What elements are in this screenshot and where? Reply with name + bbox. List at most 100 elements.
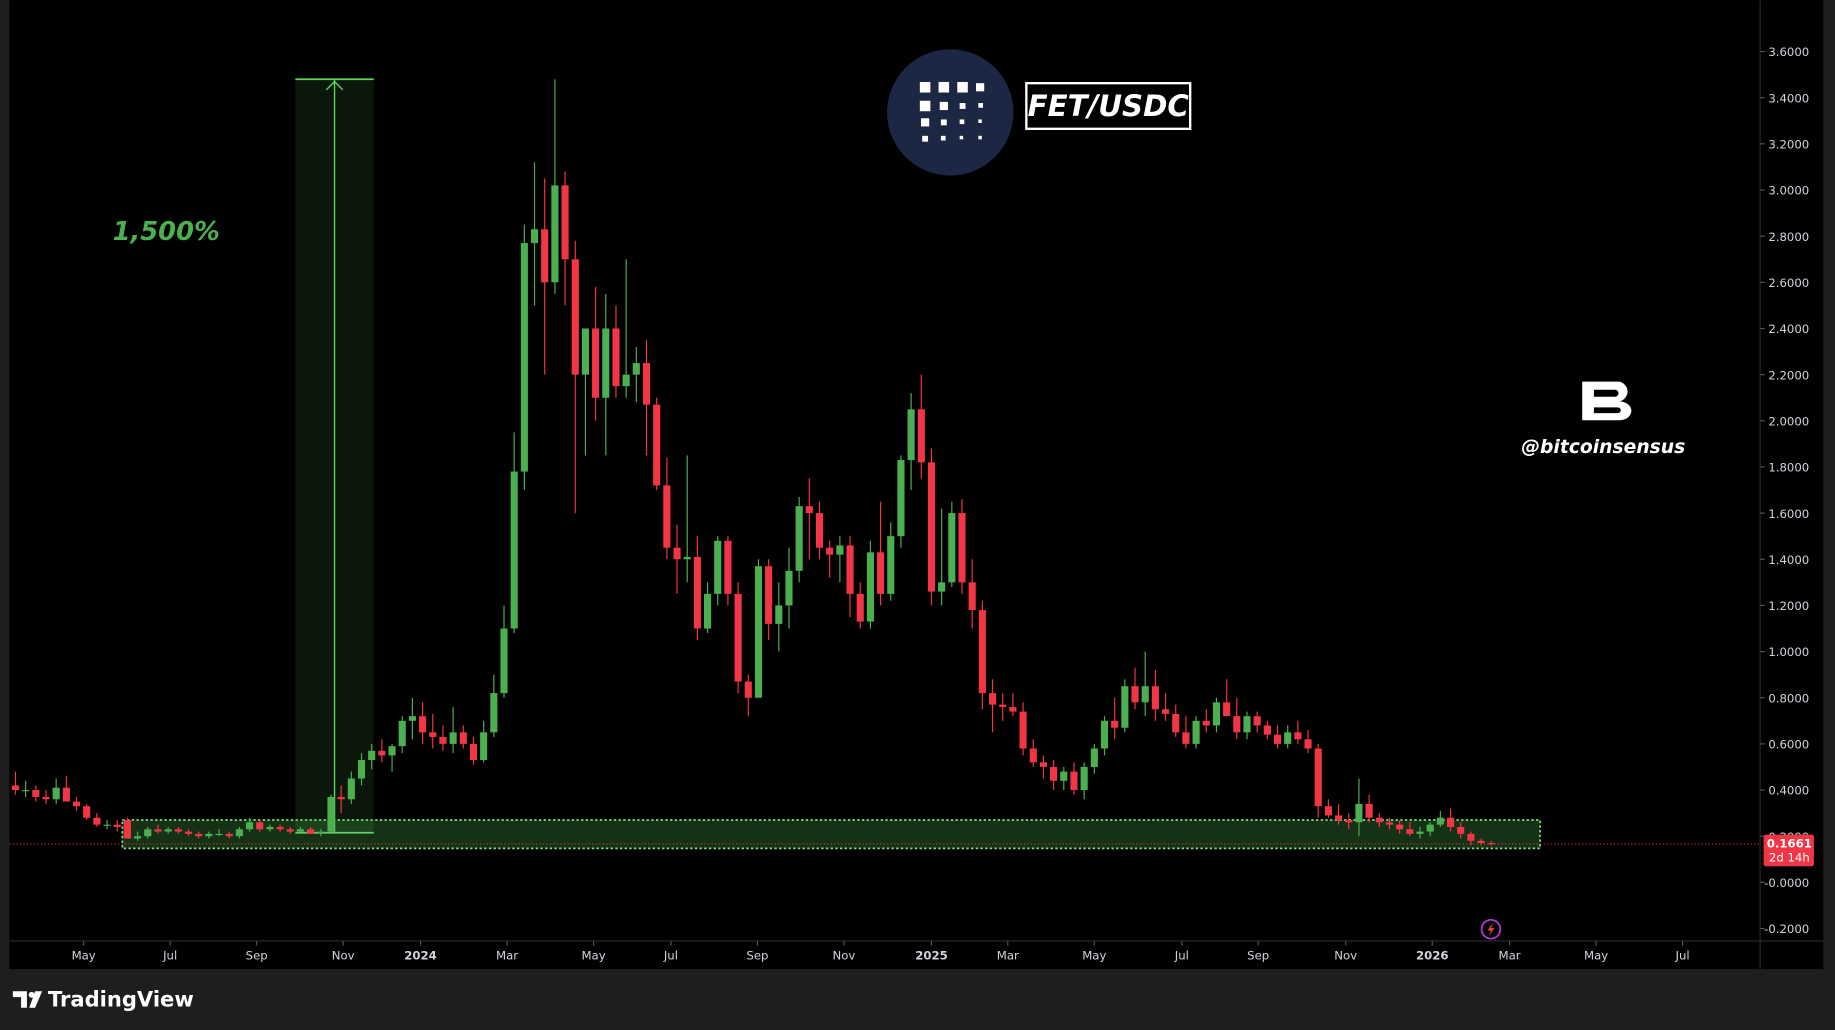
x-tick-label: Mar xyxy=(496,949,518,963)
candle-body xyxy=(581,328,589,375)
candle-body xyxy=(897,460,905,537)
candle-body xyxy=(917,409,925,463)
candle-body xyxy=(1477,840,1485,844)
candle-body xyxy=(419,716,427,733)
candle-body xyxy=(256,822,264,830)
y-tick-label: 1.2000 xyxy=(1768,599,1809,613)
y-tick-label: 2.2000 xyxy=(1768,368,1809,382)
candle-body xyxy=(1223,702,1231,717)
x-tick-label: May xyxy=(581,949,605,963)
tradingview-logo xyxy=(12,991,43,1008)
candle-body xyxy=(1029,748,1037,763)
candle-body xyxy=(103,824,111,826)
candle-body xyxy=(1426,824,1434,832)
candle-body xyxy=(480,732,488,761)
candle-body xyxy=(541,229,549,283)
candle-body xyxy=(1080,766,1088,791)
y-tick-label: -0.2000 xyxy=(1764,922,1809,936)
candle-body xyxy=(999,704,1007,707)
candle-body xyxy=(1436,817,1444,825)
plot-layer: 1,500% xyxy=(9,78,1759,850)
x-tick-label: 2024 xyxy=(404,949,437,963)
candle-body xyxy=(1487,843,1495,845)
candle-body xyxy=(1396,824,1404,830)
candle-body xyxy=(795,506,803,571)
candle-body xyxy=(1111,720,1119,728)
x-tick-label: Nov xyxy=(1334,949,1357,963)
candle-body xyxy=(1406,829,1414,834)
candle-body xyxy=(469,743,478,761)
candle-body xyxy=(32,790,40,797)
candle-body xyxy=(1457,826,1465,834)
candle-body xyxy=(1233,716,1241,733)
candle-body xyxy=(123,820,131,839)
candle-body xyxy=(500,628,508,694)
candle-body xyxy=(195,833,203,837)
candle-body xyxy=(826,547,834,555)
candle-body xyxy=(1375,817,1383,823)
candle-body xyxy=(724,540,732,594)
candle-body xyxy=(1385,822,1394,825)
candle-body xyxy=(11,785,20,791)
candle-body xyxy=(1070,771,1078,791)
candle-body xyxy=(357,760,366,779)
x-tick-label: 2026 xyxy=(1416,949,1449,963)
candle-body xyxy=(988,693,997,705)
x-tick-label: Mar xyxy=(997,949,1019,963)
candle-body xyxy=(1335,815,1343,821)
chart-title: FET/USDC xyxy=(1028,89,1190,123)
y-tick-label: 1.0000 xyxy=(1768,645,1809,659)
candle-body xyxy=(205,833,213,837)
candle-body xyxy=(571,259,579,375)
watermark-logo xyxy=(1582,381,1632,421)
candle-body xyxy=(958,513,966,583)
candle-body xyxy=(632,363,640,375)
candle-body xyxy=(1253,716,1261,726)
candle-body xyxy=(1467,833,1475,841)
y-tick-label: 3.4000 xyxy=(1768,91,1809,105)
y-tick-label: 3.2000 xyxy=(1768,138,1809,152)
brand: TradingView xyxy=(48,987,194,1012)
candle-body xyxy=(1284,732,1292,744)
candle-body xyxy=(785,570,793,606)
countdown: 2d 14h xyxy=(1769,851,1810,865)
x-tick-label: 2025 xyxy=(915,949,948,963)
candle-body xyxy=(1212,702,1221,726)
y-tick-label: 1.8000 xyxy=(1768,461,1809,475)
candle-body xyxy=(1009,706,1017,712)
x-tick-label: May xyxy=(1584,949,1608,963)
candle-body xyxy=(1131,686,1139,703)
candle-body xyxy=(429,732,437,737)
candle-body xyxy=(286,829,294,832)
candle-body xyxy=(1304,739,1312,749)
candle-body xyxy=(154,829,162,832)
candle-body xyxy=(388,746,396,756)
candle-body xyxy=(459,732,467,744)
candle-body xyxy=(83,806,91,818)
candle-body xyxy=(164,829,172,832)
candle-body xyxy=(612,328,620,387)
candle-body xyxy=(1019,711,1027,749)
candle-body xyxy=(1314,748,1322,807)
candle-body xyxy=(1162,709,1170,714)
candle-body xyxy=(347,778,355,800)
candle-body xyxy=(317,831,325,834)
candle-body xyxy=(1243,716,1251,733)
x-tick-label: Mar xyxy=(1499,949,1521,963)
candle-body xyxy=(1365,803,1373,818)
candle-body xyxy=(520,243,528,472)
coin-logo xyxy=(887,49,1014,176)
x-tick-label: Jul xyxy=(1675,949,1690,963)
candle-body xyxy=(1182,732,1190,744)
x-tick-label: May xyxy=(1082,949,1106,963)
candle-body xyxy=(551,185,559,283)
measure-arrowhead xyxy=(325,80,344,91)
candle-body xyxy=(530,229,539,244)
x-tick-label: Jul xyxy=(162,949,177,963)
y-tick-label: 2.0000 xyxy=(1768,414,1809,428)
candle-body xyxy=(592,328,600,398)
candle-body xyxy=(602,328,610,398)
candle-body xyxy=(1060,771,1068,781)
candle-body xyxy=(805,506,813,514)
